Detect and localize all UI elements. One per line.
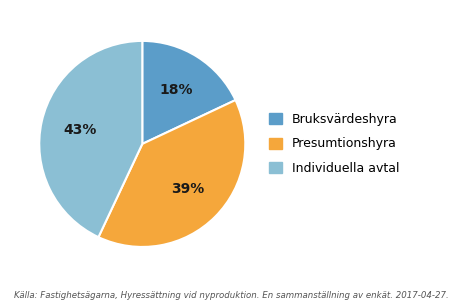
Wedge shape [142,41,235,144]
Wedge shape [98,100,245,247]
Text: 39%: 39% [171,182,204,196]
Wedge shape [39,41,142,237]
Text: 43%: 43% [63,123,97,137]
Text: Källa: Fastighetsägarna, Hyressättning vid nyproduktion. En sammanställning av e: Källa: Fastighetsägarna, Hyressättning v… [14,291,448,300]
Text: 18%: 18% [160,83,193,97]
Legend: Bruksvärdeshyra, Presumtionshyra, Individuella avtal: Bruksvärdeshyra, Presumtionshyra, Indivi… [264,108,404,180]
